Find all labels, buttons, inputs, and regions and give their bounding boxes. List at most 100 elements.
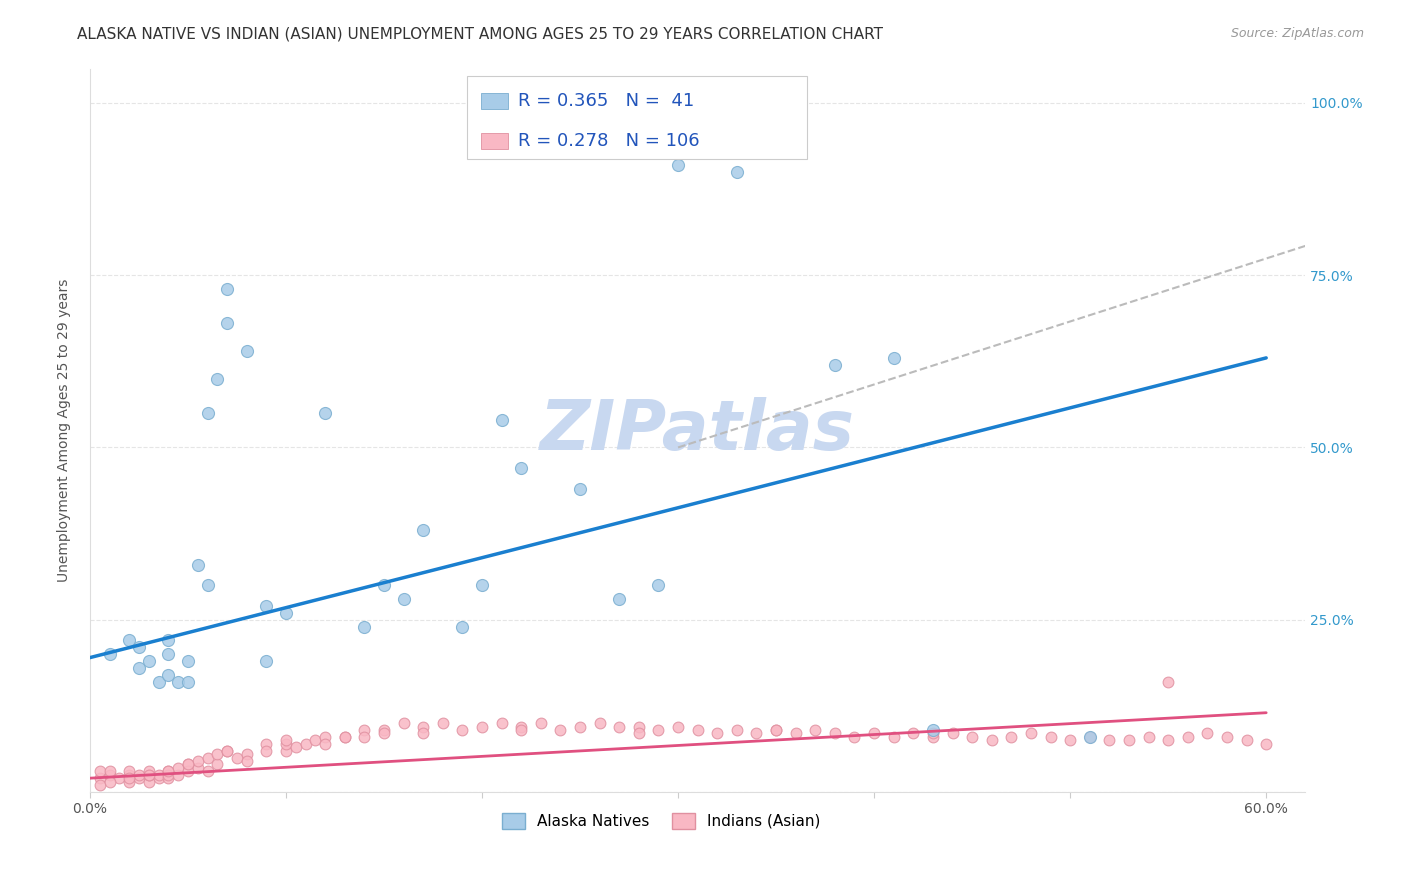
- Point: [432, 716, 454, 731]
- Point: [1098, 733, 1121, 747]
- Point: [118, 774, 141, 789]
- Point: [254, 654, 277, 668]
- Point: [157, 633, 180, 648]
- Point: [765, 723, 787, 737]
- Point: [804, 723, 827, 737]
- Point: [314, 730, 336, 744]
- Point: [1059, 733, 1081, 747]
- Point: [217, 282, 239, 296]
- Point: [412, 726, 434, 740]
- Point: [118, 771, 141, 785]
- Point: [187, 754, 209, 768]
- Point: [1197, 726, 1219, 740]
- Point: [217, 317, 239, 331]
- Point: [128, 661, 150, 675]
- Point: [883, 730, 905, 744]
- Point: [254, 599, 277, 613]
- Point: [922, 730, 945, 744]
- Point: [138, 774, 160, 789]
- Point: [1216, 730, 1239, 744]
- Point: [333, 730, 356, 744]
- Point: [254, 744, 277, 758]
- Point: [177, 757, 200, 772]
- Point: [157, 647, 180, 661]
- Point: [138, 768, 160, 782]
- Point: [177, 674, 200, 689]
- Point: [98, 774, 121, 789]
- FancyBboxPatch shape: [467, 76, 807, 159]
- Point: [197, 750, 219, 764]
- Point: [647, 578, 669, 592]
- Point: [491, 716, 513, 731]
- Point: [187, 761, 209, 775]
- Point: [844, 730, 866, 744]
- Point: [725, 165, 748, 179]
- Point: [471, 578, 494, 592]
- Point: [236, 754, 259, 768]
- Point: [706, 726, 728, 740]
- Point: [725, 723, 748, 737]
- Point: [627, 719, 650, 733]
- Text: R = 0.365   N =  41: R = 0.365 N = 41: [517, 92, 695, 110]
- Point: [883, 351, 905, 365]
- Point: [207, 757, 229, 772]
- Point: [167, 674, 190, 689]
- Point: [304, 733, 326, 747]
- Point: [922, 723, 945, 737]
- Point: [941, 726, 963, 740]
- Point: [217, 744, 239, 758]
- Point: [157, 768, 180, 782]
- Point: [1039, 730, 1062, 744]
- Point: [353, 619, 375, 633]
- Point: [1078, 730, 1101, 744]
- Point: [530, 716, 553, 731]
- Point: [274, 737, 297, 751]
- Text: Source: ZipAtlas.com: Source: ZipAtlas.com: [1230, 27, 1364, 40]
- Point: [333, 730, 356, 744]
- Point: [98, 768, 121, 782]
- FancyBboxPatch shape: [481, 93, 508, 109]
- Point: [980, 733, 1002, 747]
- Point: [274, 606, 297, 620]
- Point: [118, 768, 141, 782]
- Point: [863, 726, 886, 740]
- Point: [922, 726, 945, 740]
- Point: [824, 726, 846, 740]
- Point: [157, 764, 180, 779]
- Point: [148, 768, 170, 782]
- Point: [785, 726, 807, 740]
- Point: [284, 740, 307, 755]
- Point: [207, 371, 229, 385]
- Legend: Alaska Natives, Indians (Asian): Alaska Natives, Indians (Asian): [495, 806, 827, 835]
- Point: [1000, 730, 1022, 744]
- Point: [1078, 730, 1101, 744]
- Point: [510, 461, 533, 475]
- Point: [569, 719, 592, 733]
- Point: [903, 726, 925, 740]
- Point: [960, 730, 983, 744]
- Point: [412, 523, 434, 537]
- Point: [1137, 730, 1160, 744]
- Point: [98, 764, 121, 779]
- Point: [314, 406, 336, 420]
- Point: [128, 640, 150, 655]
- Point: [177, 654, 200, 668]
- Point: [236, 747, 259, 761]
- Point: [745, 726, 768, 740]
- Point: [157, 764, 180, 779]
- Point: [157, 771, 180, 785]
- Point: [491, 413, 513, 427]
- Point: [167, 761, 190, 775]
- Point: [451, 619, 474, 633]
- Point: [138, 654, 160, 668]
- Point: [392, 592, 415, 607]
- Point: [666, 719, 689, 733]
- Point: [373, 726, 395, 740]
- Point: [686, 723, 709, 737]
- Point: [207, 747, 229, 761]
- Point: [627, 726, 650, 740]
- Point: [1177, 730, 1199, 744]
- Point: [89, 764, 111, 779]
- Point: [236, 344, 259, 359]
- Point: [197, 406, 219, 420]
